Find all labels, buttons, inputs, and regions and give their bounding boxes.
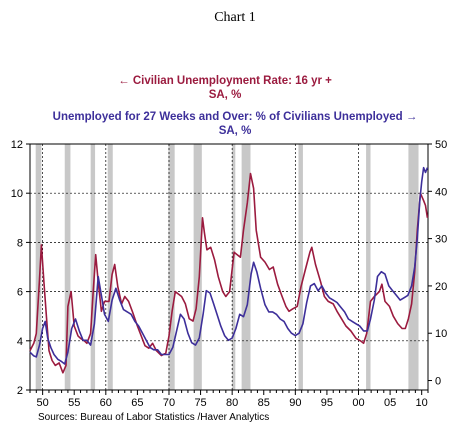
x-axis-tick-label: 00 xyxy=(352,397,364,409)
x-axis-tick-label: 85 xyxy=(258,397,270,409)
x-axis-tick-label: 95 xyxy=(321,397,333,409)
x-axis-tick-label: 55 xyxy=(68,397,80,409)
chart-caption: Chart 1 xyxy=(214,10,256,25)
legend-series-1-label: Civilian Unemployment Rate: 16 yr + xyxy=(132,75,332,87)
axis-ticks: 2 4 6 8 10 12 0 10 20 30 40 50 50 55 60 65 70 75 80 85 90 95 0… xyxy=(11,139,448,409)
left-axis-tick-label: 10 xyxy=(11,188,23,200)
x-axis-tick-label: 50 xyxy=(37,397,49,409)
series-line-2 xyxy=(29,166,429,365)
right-axis-tick-label: 0 xyxy=(435,376,441,388)
recession-band xyxy=(232,144,236,390)
legend-series-1: ← Civilian Unemployment Rate: 16 yr + SA… xyxy=(60,74,390,102)
left-axis-tick-label: 2 xyxy=(17,385,23,397)
x-axis-tick-label: 80 xyxy=(226,397,238,409)
recession-band xyxy=(107,144,113,390)
left-axis-tick-label: 8 xyxy=(17,237,23,249)
x-axis-tick-label: 60 xyxy=(100,397,112,409)
x-axis-tick-label: 75 xyxy=(194,397,206,409)
x-axis-tick-label: 10 xyxy=(416,397,428,409)
recession-band xyxy=(90,144,96,390)
legend-series-2: Unemployed for 27 Weeks and Over: % of C… xyxy=(20,110,450,138)
series-lines xyxy=(29,166,429,374)
recession-bands xyxy=(35,144,419,390)
recession-band xyxy=(64,144,71,390)
recession-band xyxy=(168,144,175,390)
left-axis-tick-label: 6 xyxy=(17,287,23,299)
x-axis-tick-label: 70 xyxy=(163,397,175,409)
source-note: Sources: Bureau of Labor Statistics /Hav… xyxy=(38,412,269,423)
x-axis-tick-label: 90 xyxy=(289,397,301,409)
legend-series-2-label: Unemployed for 27 Weeks and Over: % of C… xyxy=(52,111,403,123)
right-axis-tick-label: 20 xyxy=(435,281,447,293)
legend-right-arrow-icon: → xyxy=(405,111,418,123)
recession-band xyxy=(193,144,202,390)
series-line-1 xyxy=(29,172,429,374)
recession-band xyxy=(366,144,371,390)
legend-series-2-unit: SA, % xyxy=(218,125,252,137)
legend-series-1-unit: SA, % xyxy=(208,89,242,101)
plot-frame xyxy=(29,143,429,391)
x-axis-tick-label: 05 xyxy=(384,397,396,409)
right-axis-tick-label: 40 xyxy=(435,186,447,198)
left-axis-tick-label: 4 xyxy=(17,336,23,348)
recession-band xyxy=(241,144,251,390)
recession-band xyxy=(35,144,42,390)
legend-left-arrow-icon: ← xyxy=(118,75,130,87)
right-axis-tick-label: 30 xyxy=(435,234,447,246)
recession-band xyxy=(408,144,419,390)
gridlines xyxy=(30,144,428,390)
right-axis-tick-label: 50 xyxy=(435,139,447,151)
left-axis-tick-label: 12 xyxy=(11,139,23,151)
x-axis-tick-label: 65 xyxy=(131,397,143,409)
recession-band xyxy=(298,144,303,390)
right-axis-tick-label: 10 xyxy=(435,328,447,340)
